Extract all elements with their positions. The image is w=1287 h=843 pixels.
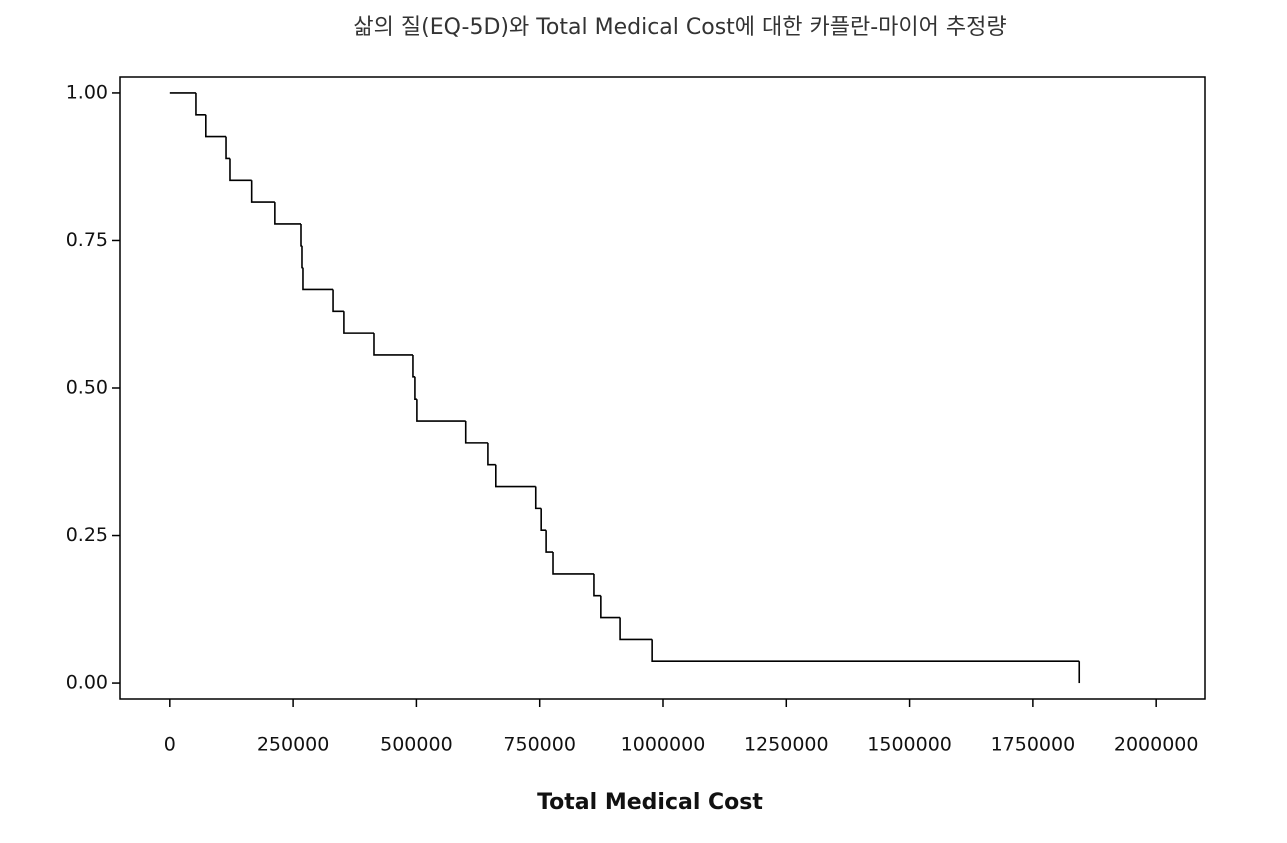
x-tick-label: 750000 bbox=[503, 734, 576, 756]
km-step bbox=[414, 376, 417, 401]
y-tick-label: 0.00 bbox=[66, 672, 108, 694]
y-tick-label: 0.75 bbox=[66, 229, 108, 251]
km-step bbox=[416, 399, 466, 422]
km-step bbox=[619, 617, 653, 641]
km-step bbox=[552, 552, 594, 575]
km-step bbox=[274, 202, 301, 225]
km-step bbox=[412, 354, 415, 378]
x-tick-label: 0 bbox=[164, 734, 176, 756]
chart-title: 삶의 질(EQ-5D)와 Total Medical Cost에 대한 카플란-… bbox=[353, 15, 1006, 40]
x-tick-label: 250000 bbox=[257, 734, 330, 756]
x-tick-label: 1500000 bbox=[867, 734, 952, 756]
x-axis-title: Total Medical Cost bbox=[537, 790, 763, 815]
y-tick-label: 0.25 bbox=[66, 524, 108, 546]
km-step bbox=[534, 486, 542, 510]
km-step bbox=[229, 158, 252, 182]
x-tick-label: 1000000 bbox=[621, 734, 706, 756]
km-step bbox=[225, 136, 230, 160]
km-step bbox=[300, 223, 302, 247]
plot-frame bbox=[119, 76, 1206, 700]
x-tick-label: 500000 bbox=[380, 734, 453, 756]
km-step bbox=[302, 267, 334, 291]
x-tick-label: 1250000 bbox=[744, 734, 829, 756]
km-step bbox=[332, 289, 344, 313]
km-step bbox=[487, 442, 496, 466]
km-step bbox=[195, 92, 206, 116]
km-step bbox=[651, 639, 1080, 663]
km-step bbox=[600, 595, 621, 619]
km-step bbox=[301, 245, 303, 269]
km-step bbox=[540, 508, 547, 532]
km-step bbox=[495, 464, 536, 488]
km-step bbox=[343, 311, 374, 334]
km-step bbox=[545, 530, 554, 553]
km-step bbox=[205, 114, 227, 138]
km-step bbox=[593, 573, 601, 597]
y-tick-label: 1.00 bbox=[66, 81, 108, 103]
x-tick-label: 2000000 bbox=[1114, 734, 1199, 756]
y-tick-label: 0.50 bbox=[66, 377, 108, 399]
km-step bbox=[464, 421, 488, 444]
x-tick-label: 1750000 bbox=[991, 734, 1076, 756]
km-step bbox=[373, 333, 413, 356]
km-step bbox=[250, 180, 275, 203]
